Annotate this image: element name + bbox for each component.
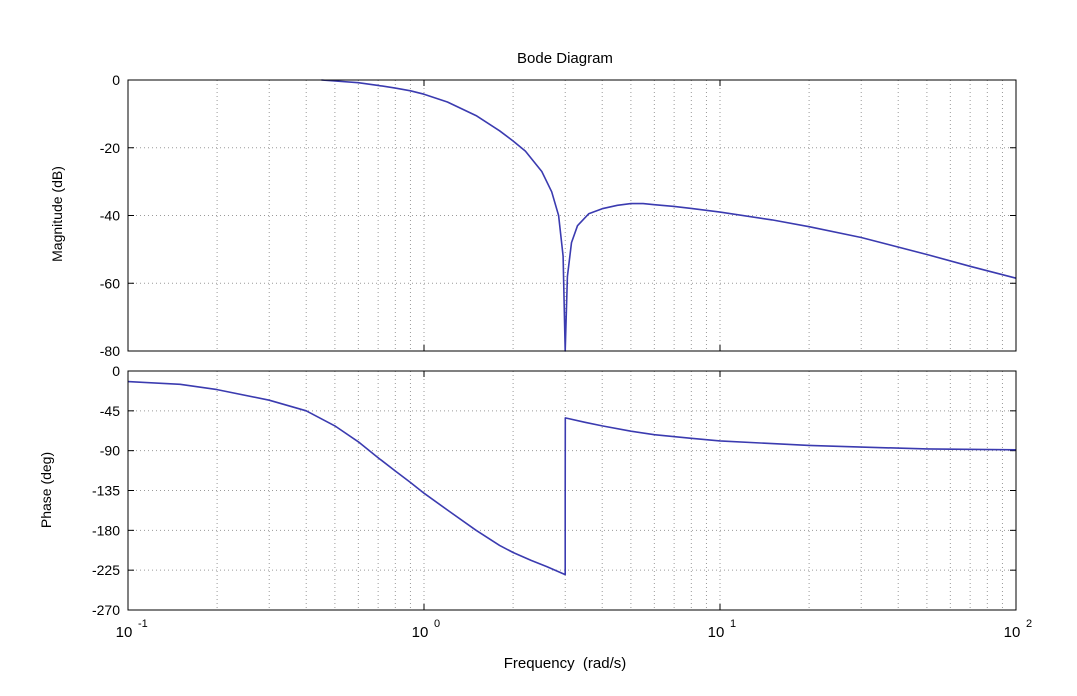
phase-ytick-label: 0 <box>112 363 120 379</box>
magnitude-ytick-label: -20 <box>100 140 120 156</box>
magnitude-ytick-label: -80 <box>100 343 120 359</box>
xtick-label-exponent: -1 <box>138 618 148 630</box>
xtick-label: 10 <box>116 624 133 641</box>
chart-title: Bode Diagram <box>517 50 613 67</box>
magnitude-ytick-label: -60 <box>100 275 120 291</box>
xtick-label-exponent: 1 <box>730 618 736 630</box>
magnitude-ytick-label: 0 <box>112 72 120 88</box>
phase-series-line <box>127 380 1017 576</box>
phase-ytick-label: -270 <box>92 602 120 618</box>
phase-ytick-label: -45 <box>100 403 120 419</box>
xtick-label: 10 <box>1004 624 1021 641</box>
phase-ytick-label: -225 <box>92 562 120 578</box>
phase-ytick-label: -90 <box>100 443 120 459</box>
xtick-label-exponent: 2 <box>1026 618 1032 630</box>
magnitude-axes-frame <box>127 79 1017 352</box>
phase-axes-frame <box>127 370 1017 611</box>
phase-ytick-label: -135 <box>92 483 120 499</box>
xtick-label: 10 <box>708 624 725 641</box>
phase-ytick-label: -180 <box>92 522 120 538</box>
magnitude-series-line <box>321 79 1017 352</box>
xtick-label-exponent: 0 <box>434 618 440 630</box>
xtick-label: 10 <box>412 624 429 641</box>
magnitude-ytick-label: -40 <box>100 208 120 224</box>
x-axis-label: Frequency (rad/s) <box>503 655 627 672</box>
